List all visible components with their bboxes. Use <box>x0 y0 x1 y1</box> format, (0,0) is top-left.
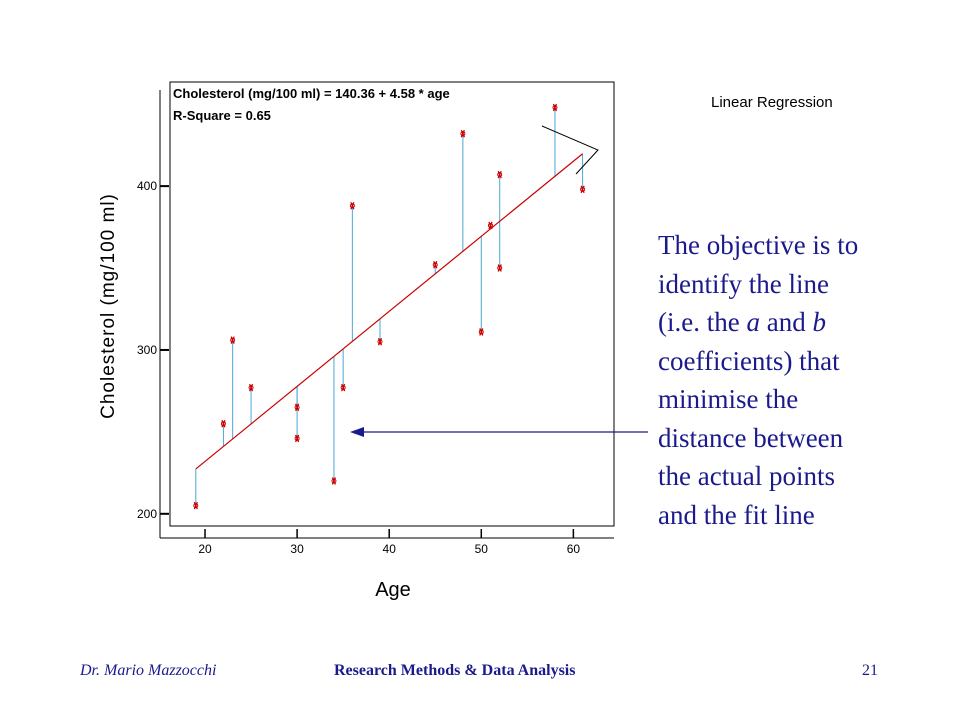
x-tick-label: 20 <box>198 542 212 556</box>
footer-page-number: 21 <box>862 662 878 679</box>
data-point <box>478 328 484 336</box>
data-point <box>340 383 346 392</box>
data-point <box>432 261 438 269</box>
data-point-stroke <box>479 328 484 336</box>
data-point-stroke <box>580 185 585 194</box>
data-point <box>487 221 493 230</box>
data-point-stroke <box>377 338 383 346</box>
data-point <box>193 501 199 510</box>
fit-line <box>195 153 583 470</box>
y-axis-label: Cholesterol (mg/100 ml) <box>98 193 119 419</box>
x-tick-label: 40 <box>383 542 397 556</box>
data-point-dot <box>497 265 503 271</box>
explanation-line-6: distance between <box>658 422 844 453</box>
coefficient-a: a <box>746 307 760 337</box>
data-point <box>248 383 254 392</box>
data-point <box>331 477 337 485</box>
explanation-line-8: and the fit line <box>658 499 815 530</box>
y-tick-label: 200 <box>137 507 157 521</box>
data-point <box>460 129 466 138</box>
data-point-dot <box>230 337 236 343</box>
explanation-line-1: The objective is to <box>658 230 859 260</box>
explanation-text: The objective is to identify the line (i… <box>658 226 958 534</box>
data-point <box>497 170 503 179</box>
data-point-stroke <box>341 383 346 392</box>
regression-equation: Cholesterol (mg/100 ml) = 140.36 + 4.58 … <box>173 86 450 101</box>
y-ticks: 200 300 400 <box>137 179 169 521</box>
data-point <box>294 434 300 443</box>
plot-frame <box>169 81 615 527</box>
data-points <box>193 103 586 510</box>
x-tick-label: 50 <box>475 542 489 556</box>
data-point-dot <box>294 404 300 410</box>
data-point-dot <box>220 421 226 427</box>
data-point-stroke <box>488 221 493 230</box>
data-point-dot <box>340 385 346 391</box>
data-point-dot <box>580 186 586 192</box>
data-point <box>349 202 355 210</box>
data-point-dot <box>377 339 383 345</box>
data-point <box>220 419 226 428</box>
data-point-dot <box>552 104 558 110</box>
data-point-dot <box>331 478 337 484</box>
data-point <box>580 185 586 194</box>
data-point-stroke <box>497 264 502 272</box>
data-point-stroke <box>552 103 558 112</box>
fit-line-group <box>195 153 583 470</box>
fit-legend-leader <box>541 125 599 175</box>
explanation-line-5: minimise the <box>658 384 799 414</box>
data-point-stroke <box>295 434 300 443</box>
y-tick-label: 300 <box>137 343 157 357</box>
data-point-stroke <box>460 129 465 138</box>
explanation-line-3-mid: and <box>759 307 813 337</box>
explanation-line-4: coefficients) that <box>658 345 840 376</box>
data-point <box>377 338 383 346</box>
footer-author: Dr. Mario Mazzocchi <box>80 662 217 679</box>
data-point-dot <box>294 435 300 441</box>
data-point <box>294 403 300 412</box>
x-tick-label: 60 <box>567 542 581 556</box>
data-point-stroke <box>433 261 438 269</box>
explanation-line-3: (i.e. the a and b <box>658 303 958 342</box>
coefficient-b: b <box>812 307 826 337</box>
data-point-dot <box>460 131 466 137</box>
footer-course-title: Research Methods & Data Analysis <box>334 662 576 679</box>
data-point-stroke <box>497 170 502 179</box>
x-tick-label: 30 <box>290 542 304 556</box>
pointer-arrow-head <box>350 427 364 437</box>
residual-lines <box>195 107 584 506</box>
fit-legend-label: Linear Regression <box>711 94 833 111</box>
r-square-label: R-Square = 0.65 <box>173 108 271 123</box>
data-point-dot <box>478 329 484 335</box>
data-point-stroke <box>295 403 300 412</box>
data-point-dot <box>497 172 503 178</box>
data-point-stroke <box>221 419 226 428</box>
data-point-dot <box>349 203 355 209</box>
data-point-stroke <box>230 336 235 344</box>
data-point-dot <box>432 262 438 268</box>
data-point-stroke <box>193 501 198 510</box>
explanation-line-3-pre: (i.e. the <box>658 307 747 337</box>
explanation-line-2: identify the line <box>658 268 829 299</box>
x-axis-label: Age <box>375 579 411 601</box>
y-tick-label: 400 <box>137 179 157 193</box>
data-point-dot <box>193 503 199 509</box>
data-point <box>552 103 558 112</box>
data-point-stroke <box>248 383 254 392</box>
explanation-line-7: the actual points <box>658 461 835 491</box>
data-point-stroke <box>331 477 337 485</box>
x-ticks: 20 30 40 50 60 <box>198 529 580 556</box>
data-point-dot <box>248 385 254 391</box>
data-point <box>230 336 236 344</box>
data-point-stroke <box>350 202 355 210</box>
data-point-dot <box>487 222 493 228</box>
data-point <box>497 264 503 272</box>
